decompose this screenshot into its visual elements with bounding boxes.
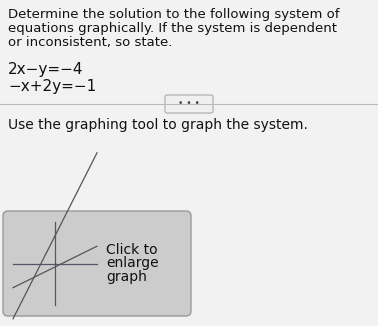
Text: −x+2y=−1: −x+2y=−1 <box>8 79 96 94</box>
Text: Use the graphing tool to graph the system.: Use the graphing tool to graph the syste… <box>8 118 308 132</box>
Text: Determine the solution to the following system of: Determine the solution to the following … <box>8 8 339 21</box>
Text: • • •: • • • <box>178 99 200 109</box>
Text: enlarge: enlarge <box>106 257 158 271</box>
Text: graph: graph <box>106 271 147 285</box>
Text: equations graphically. If the system is dependent: equations graphically. If the system is … <box>8 22 337 35</box>
Text: or inconsistent, so state.: or inconsistent, so state. <box>8 36 172 49</box>
Text: Click to: Click to <box>106 243 158 257</box>
FancyBboxPatch shape <box>165 95 213 113</box>
FancyBboxPatch shape <box>3 211 191 316</box>
Text: 2x−y=−4: 2x−y=−4 <box>8 62 84 77</box>
